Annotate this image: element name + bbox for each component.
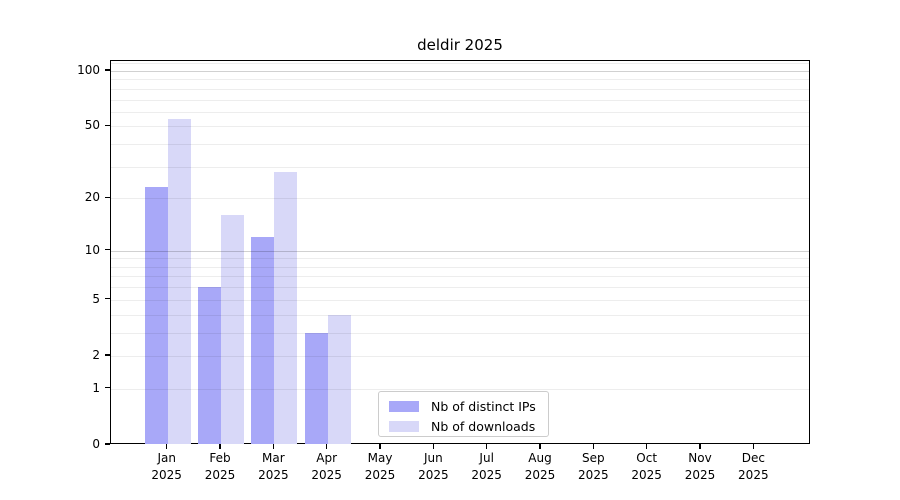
x-tick-mark [646,444,648,449]
y-tick-label: 100 [77,63,100,77]
x-tick-label-sep: Sep 2025 [578,451,609,482]
y-tick-label: 10 [84,242,100,257]
gridline [111,88,809,90]
x-tick-mark [699,444,701,449]
y-tick-mark [105,387,110,389]
y-tick-mark [105,354,110,356]
x-tick-label-aug: Aug 2025 [524,451,556,482]
y-tick-label: 1 [92,380,100,395]
y-tick-label: 2 [92,347,100,362]
legend-swatch-distinct-ips [389,401,419,412]
y-tick-mark [105,69,110,71]
x-tick-label-jul: Jul 2025 [471,451,502,482]
x-tick-mark [272,444,274,449]
bar-distinct-ips-jan [144,187,168,444]
x-tick-label-mar: Mar 2025 [258,451,289,482]
x-tick-mark [379,444,381,449]
gridline [111,250,809,252]
gridline [111,258,809,260]
y-tick-mark [105,443,110,445]
x-tick-label-feb: Feb 2025 [204,451,236,482]
x-tick-mark [752,444,754,449]
gridline [111,99,809,101]
bar-distinct-ips-apr [304,332,328,444]
bar-downloads-apr [327,314,351,444]
x-tick-label-apr: Apr 2025 [311,451,342,482]
legend-item-distinct-ips: Nb of distinct IPs [389,398,538,415]
x-tick-label-jun: Jun 2025 [418,451,449,482]
bar-downloads-mar [274,172,298,444]
gridline [111,166,809,168]
x-tick-mark [486,444,488,449]
bar-downloads-feb [221,215,245,444]
x-tick-mark [592,444,594,449]
gridline [111,198,809,200]
legend: Nb of distinct IPs Nb of downloads [378,391,549,437]
gridline [111,266,809,268]
bar-distinct-ips-feb [198,287,222,444]
x-tick-mark [326,444,328,449]
y-tick-label: 0 [92,437,100,451]
gridline [111,287,809,289]
legend-item-downloads: Nb of downloads [389,418,538,435]
y-tick-mark [105,249,110,251]
x-tick-label-oct: Oct 2025 [631,451,662,482]
x-tick-mark [539,444,541,449]
legend-label-distinct-ips: Nb of distinct IPs [431,399,536,414]
y-tick-mark [105,124,110,126]
legend-label-downloads: Nb of downloads [431,419,536,434]
gridline [111,355,809,357]
plot-area [110,60,810,444]
x-tick-mark [219,444,221,449]
bar-distinct-ips-mar [251,237,275,444]
gridline [111,111,809,113]
gridline [111,79,809,81]
chart-title: deldir 2025 [417,36,503,54]
x-tick-mark [432,444,434,449]
y-tick-label: 50 [84,118,100,133]
legend-swatch-downloads [389,421,419,432]
gridline [111,314,809,316]
x-tick-label-may: May 2025 [364,451,396,482]
x-tick-label-dec: Dec 2025 [738,451,769,482]
gridline [111,63,809,65]
y-tick-mark [105,298,110,300]
y-tick-label: 5 [92,291,100,306]
y-tick-label: 20 [84,190,100,205]
x-tick-label-nov: Nov 2025 [684,451,716,482]
y-tick-mark [105,196,110,198]
x-tick-label-jan: Jan 2025 [151,451,182,482]
gridline [111,144,809,146]
gridline [111,299,809,301]
gridline [111,388,809,390]
gridline [111,332,809,334]
gridline [111,276,809,278]
gridline [111,71,809,72]
bar-downloads-jan [167,118,191,444]
gridline [111,126,809,128]
x-tick-mark [166,444,168,449]
